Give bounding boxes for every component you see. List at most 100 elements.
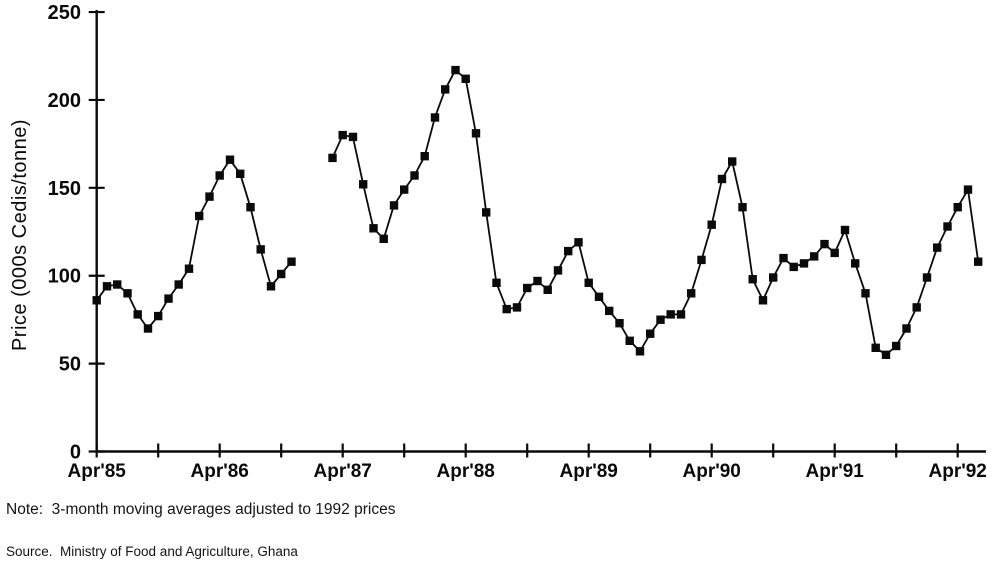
data-point-marker: [830, 248, 839, 258]
price-series: [92, 65, 983, 359]
data-point-marker: [584, 278, 593, 287]
y-tick-label: 150: [48, 178, 81, 200]
data-point-marker: [543, 285, 552, 294]
data-point-marker: [410, 171, 419, 180]
data-point-marker: [912, 303, 921, 312]
data-point-marker: [205, 192, 214, 201]
data-point-marker: [195, 211, 204, 221]
data-point-marker: [277, 269, 286, 279]
data-point-marker: [174, 280, 183, 289]
x-tick-label: Apr'91: [806, 461, 865, 482]
data-point-marker: [728, 157, 737, 166]
data-point-marker: [748, 275, 757, 284]
data-point-marker: [287, 257, 296, 266]
price-line-segment: [95, 158, 293, 330]
data-point-marker: [861, 289, 870, 298]
data-point-marker: [553, 266, 563, 275]
data-point-marker: [810, 252, 819, 261]
data-point-marker: [605, 306, 614, 316]
data-point-marker: [113, 280, 122, 289]
data-point-marker: [482, 208, 491, 217]
data-point-marker: [430, 113, 440, 122]
data-point-marker: [236, 169, 245, 178]
data-point-marker: [851, 259, 860, 268]
y-axis-title: Price (000s Cedis/tonne): [9, 119, 31, 351]
data-point-marker: [769, 273, 778, 282]
data-point-marker: [922, 273, 932, 282]
data-point-marker: [840, 225, 850, 235]
data-point-marker: [974, 257, 983, 266]
data-point-marker: [646, 329, 655, 338]
source-text: Source. Ministry of Food and Agriculture…: [6, 544, 298, 559]
data-point-marker: [871, 343, 880, 352]
data-point-marker: [799, 259, 809, 268]
data-point-marker: [400, 185, 409, 194]
x-tick-label: Apr'90: [683, 461, 741, 482]
data-point-marker: [666, 310, 675, 319]
data-point-marker: [533, 276, 542, 286]
data-point-marker: [615, 319, 624, 328]
data-point-marker: [256, 245, 265, 254]
data-point-marker: [502, 304, 511, 314]
x-tick-label: Apr'89: [560, 461, 618, 482]
data-point-marker: [184, 264, 194, 273]
x-tick-label: Apr'92: [929, 461, 987, 482]
data-point-marker: [492, 278, 501, 287]
data-point-marker: [102, 282, 112, 291]
data-point-marker: [943, 222, 952, 231]
data-point-marker: [697, 255, 706, 265]
data-point-marker: [143, 324, 153, 333]
data-point-marker: [471, 129, 481, 138]
x-tick-label: Apr'88: [437, 461, 495, 482]
data-point-marker: [246, 203, 255, 212]
data-point-marker: [789, 262, 798, 272]
axis-tick-labels: 0 50 100 150 200 250 Apr'85 Apr'86 Apr'87 Apr'88 A…: [48, 2, 987, 482]
data-point-marker: [820, 239, 829, 249]
data-point-marker: [574, 238, 583, 247]
data-point-marker: [266, 282, 276, 291]
data-point-marker: [953, 203, 962, 212]
data-point-marker: [133, 310, 142, 319]
data-point-marker: [154, 311, 163, 321]
y-tick-label: 200: [48, 90, 81, 112]
note-text: Note: 3-month moving averages adjusted t…: [6, 501, 396, 518]
price-line-chart: 0 50 100 150 200 250 Apr'85 Apr'86 Apr'87 Apr'88 A…: [9, 2, 987, 482]
data-point-marker: [594, 292, 604, 301]
data-point-marker: [779, 253, 788, 263]
data-point-marker: [379, 234, 388, 243]
data-point-marker: [359, 180, 368, 189]
data-point-marker: [225, 155, 235, 164]
data-point-marker: [758, 296, 768, 305]
data-point-marker: [881, 350, 891, 359]
x-tick-label: Apr'85: [68, 461, 127, 482]
data-point-marker: [348, 132, 358, 142]
data-point-marker: [676, 310, 686, 319]
data-point-marker: [963, 185, 973, 194]
data-point-marker: [461, 74, 470, 83]
data-point-marker: [892, 341, 901, 351]
data-point-marker: [164, 294, 173, 303]
data-point-marker: [420, 152, 429, 161]
axis-ticks: [88, 10, 959, 458]
data-point-marker: [523, 283, 532, 293]
y-tick-label: 250: [48, 2, 81, 24]
data-point-marker: [215, 171, 224, 180]
data-point-marker: [717, 174, 727, 184]
data-point-marker: [328, 153, 337, 163]
data-point-marker: [338, 130, 347, 140]
data-point-marker: [512, 303, 522, 312]
y-tick-label: 0: [70, 442, 81, 464]
y-tick-label: 100: [48, 266, 81, 288]
data-point-marker: [441, 85, 450, 94]
data-point-marker: [369, 224, 378, 233]
data-point-marker: [564, 246, 573, 256]
data-point-marker: [656, 315, 665, 324]
data-point-marker: [738, 203, 747, 212]
data-point-marker: [687, 289, 696, 298]
axes: [95, 10, 986, 453]
data-point-marker: [625, 336, 634, 345]
data-point-marker: [123, 289, 132, 298]
data-point-marker: [389, 201, 399, 210]
data-point-marker: [902, 324, 911, 333]
